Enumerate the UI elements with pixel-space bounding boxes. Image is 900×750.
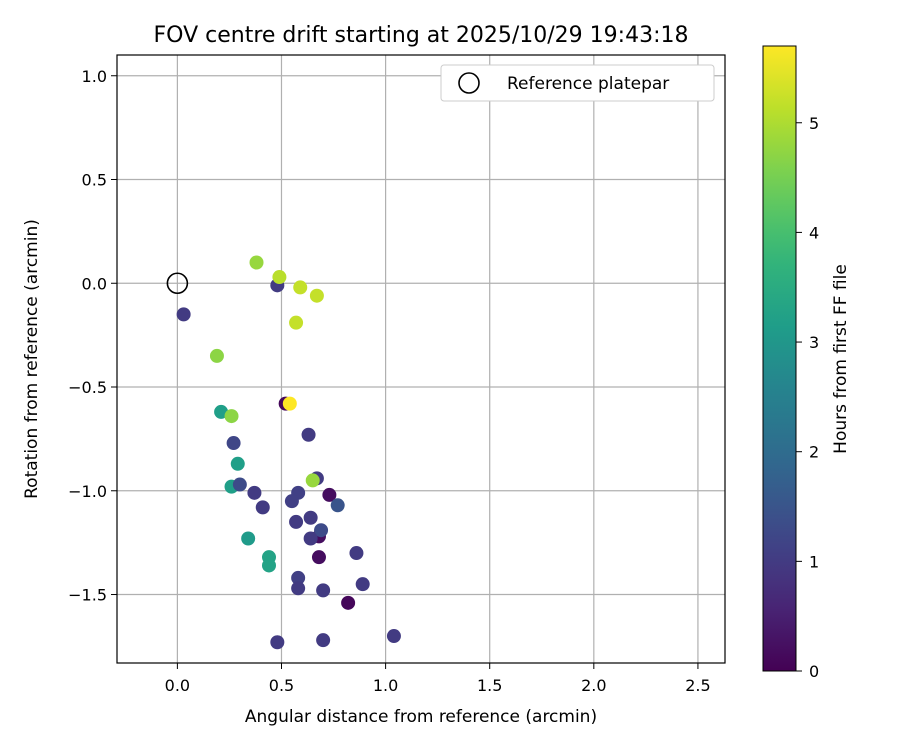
data-point xyxy=(291,581,306,596)
data-point xyxy=(355,577,370,592)
data-point xyxy=(322,487,337,502)
data-point xyxy=(309,288,324,303)
legend-marker xyxy=(458,72,480,94)
data-point xyxy=(305,473,320,488)
plot-frame xyxy=(116,54,726,664)
data-point xyxy=(301,427,316,442)
data-point xyxy=(284,494,299,509)
y-tick-label: 1.0 xyxy=(82,67,107,86)
y-tick-label: −0.5 xyxy=(68,378,107,397)
data-point xyxy=(303,531,318,546)
data-point xyxy=(209,348,224,363)
data-point xyxy=(289,514,304,529)
data-point xyxy=(341,595,356,610)
data-point xyxy=(316,583,331,598)
data-point xyxy=(349,546,364,561)
y-tick-label: −1.5 xyxy=(68,586,107,605)
colorbar-tick-label: 3 xyxy=(809,333,819,352)
colorbar-gradient xyxy=(762,45,797,672)
x-axis-label: Angular distance from reference (arcmin) xyxy=(245,707,597,727)
data-point xyxy=(291,570,306,585)
data-point xyxy=(330,498,345,513)
reference-platepar-marker xyxy=(166,272,189,295)
data-point xyxy=(311,550,326,565)
y-axis-ticks: 1.0 0.5 0.0 −0.5 −1.0 −1.5 xyxy=(68,67,117,605)
y-axis-label: Rotation from reference (arcmin) xyxy=(22,219,42,499)
colorbar-tick-label: 5 xyxy=(809,114,819,133)
colorbar-tick-label: 4 xyxy=(809,223,819,242)
colorbar-label: Hours from first FF file xyxy=(831,264,851,454)
data-point xyxy=(249,255,264,270)
data-point xyxy=(255,500,270,515)
data-point xyxy=(176,307,191,322)
scatter-points xyxy=(176,255,401,650)
colorbar: 0 1 2 3 4 5 Hours from first FF file xyxy=(762,45,851,681)
data-point xyxy=(293,280,308,295)
x-tick-label: 1.5 xyxy=(477,676,502,695)
grid xyxy=(117,55,725,663)
x-axis-ticks: 0.0 0.5 1.0 1.5 2.0 2.5 xyxy=(165,663,711,695)
legend: Reference platepar xyxy=(440,64,715,102)
x-tick-label: 0.0 xyxy=(165,676,190,695)
colorbar-tick-label: 1 xyxy=(809,552,819,571)
data-point xyxy=(270,635,285,650)
data-point xyxy=(241,531,256,546)
x-tick-label: 1.0 xyxy=(373,676,398,695)
data-point xyxy=(282,396,297,411)
data-point xyxy=(316,633,331,648)
data-point xyxy=(386,629,401,644)
x-tick-label: 2.5 xyxy=(685,676,710,695)
data-point xyxy=(224,409,239,424)
data-point xyxy=(262,558,276,573)
data-point xyxy=(230,456,245,471)
data-point xyxy=(272,270,287,285)
x-tick-label: 2.0 xyxy=(581,676,606,695)
data-point xyxy=(226,436,241,451)
legend-box xyxy=(440,64,715,102)
colorbar-tick-label: 2 xyxy=(809,443,819,462)
y-tick-label: 0.0 xyxy=(82,274,107,293)
data-point xyxy=(247,485,262,500)
data-point xyxy=(314,523,329,538)
data-point xyxy=(289,315,304,330)
data-point xyxy=(303,510,318,525)
chart-title: FOV centre drift starting at 2025/10/29 … xyxy=(154,23,689,48)
y-tick-label: 0.5 xyxy=(82,171,107,190)
colorbar-tick-label: 0 xyxy=(809,662,819,681)
legend-label: Reference platepar xyxy=(507,74,669,94)
colorbar-ticks: 0 1 2 3 4 5 xyxy=(796,114,819,681)
data-point xyxy=(232,477,247,492)
x-tick-label: 0.5 xyxy=(269,676,294,695)
y-tick-label: −1.0 xyxy=(68,482,107,501)
